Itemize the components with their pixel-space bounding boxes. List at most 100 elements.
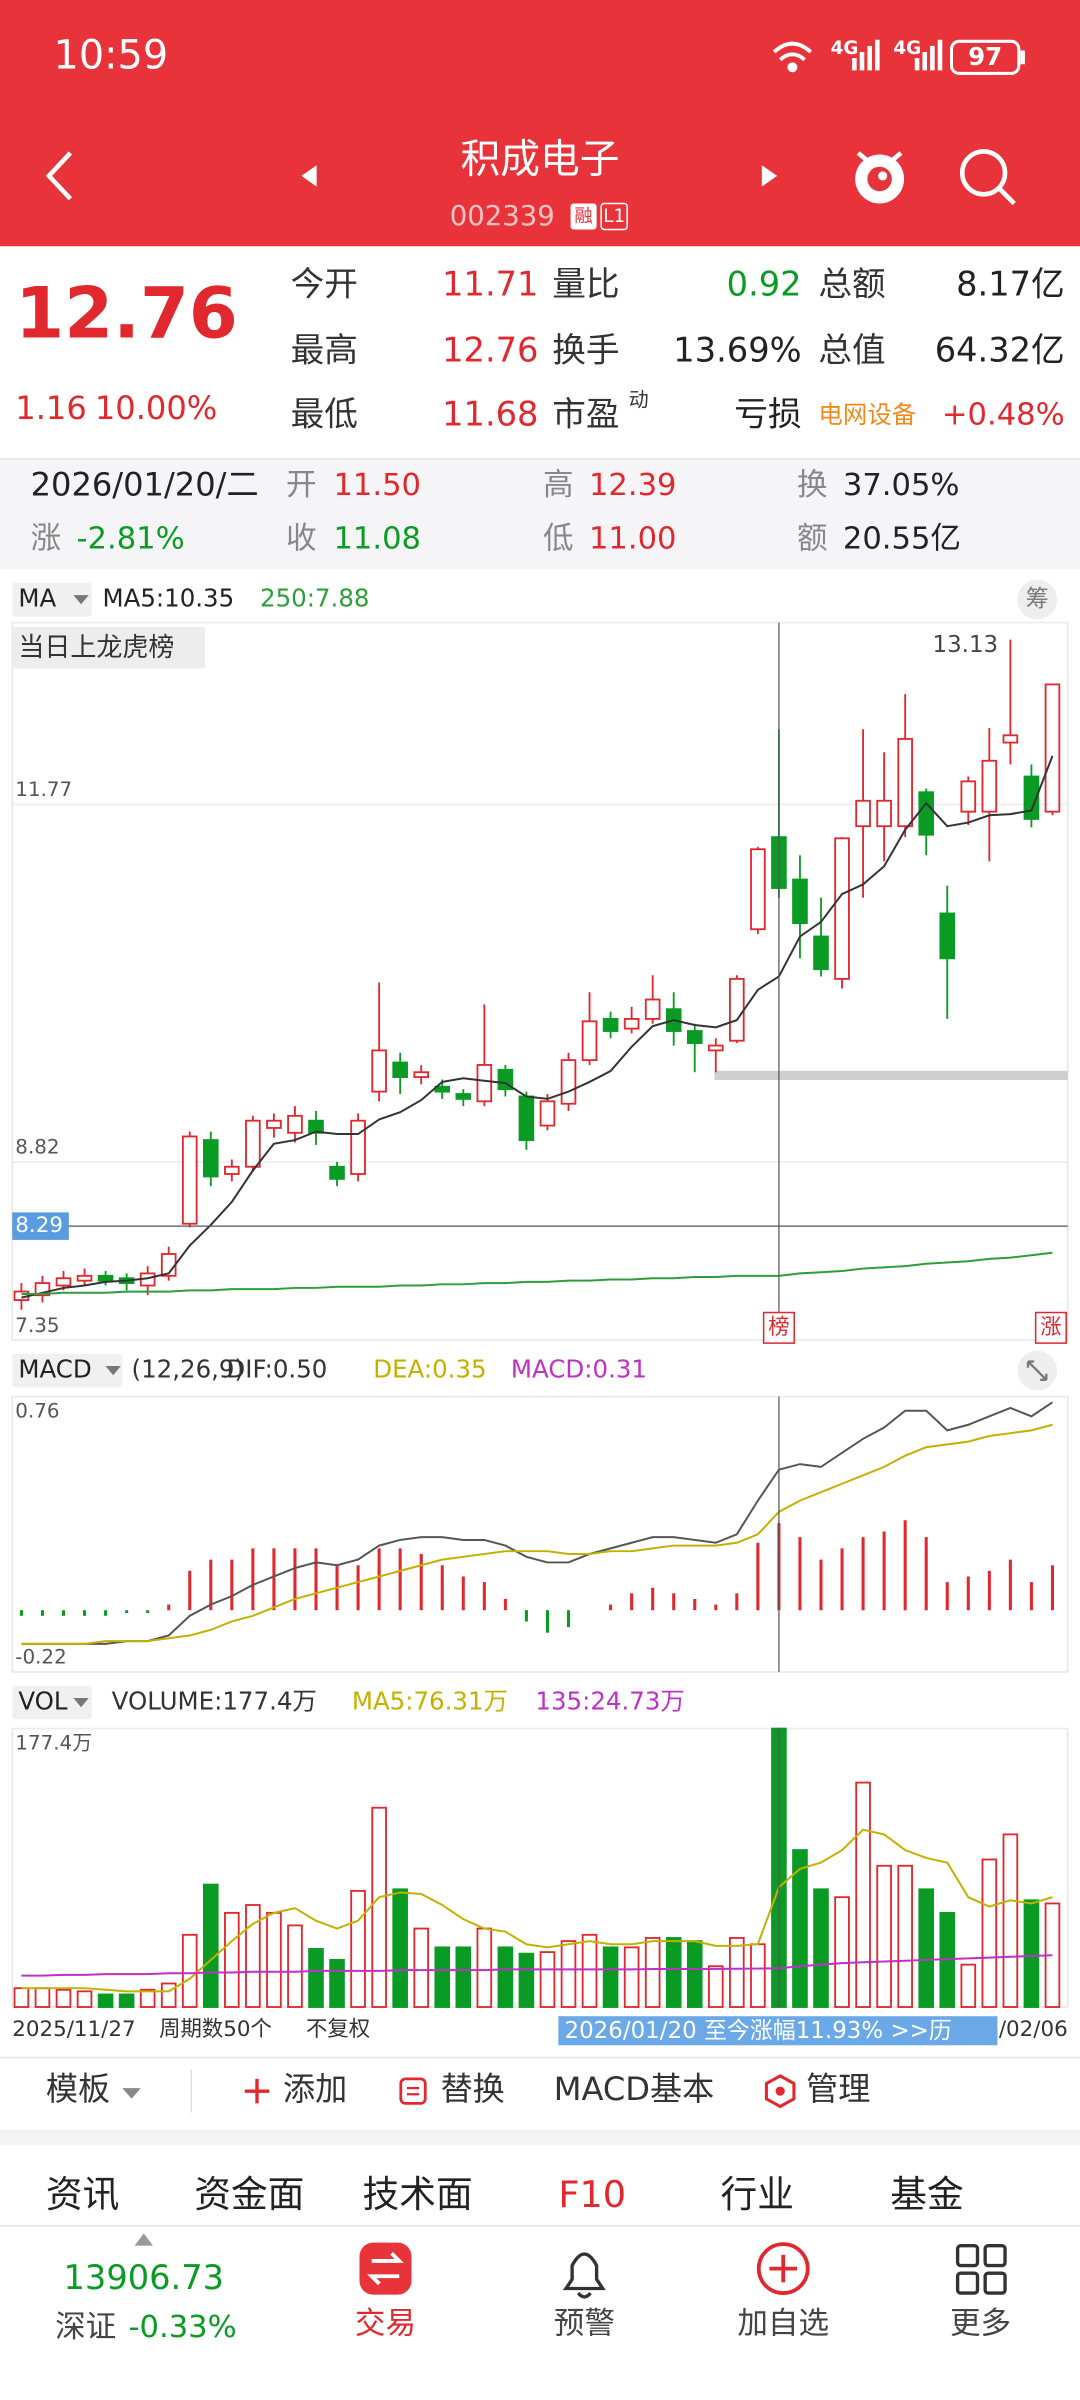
legend-entry: 135:24.73万 <box>535 1687 684 1716</box>
field-value: 64.32亿 <box>935 330 1065 369</box>
tab[interactable]: 资讯 <box>46 2173 119 2216</box>
more-icon[interactable] <box>955 2243 1007 2295</box>
nav-item[interactable]: 更多 <box>950 2307 1011 2342</box>
candle-body <box>350 1119 366 1175</box>
candle-body <box>792 878 808 925</box>
robot-icon[interactable] <box>855 151 905 204</box>
tab[interactable]: 技术面 <box>363 2173 473 2216</box>
candle-body <box>476 1064 493 1103</box>
stock-name: 积成电子 <box>460 137 619 183</box>
clock: 10:59 <box>54 33 169 79</box>
nav-item[interactable]: 交易 <box>355 2307 416 2342</box>
candle-body <box>602 1017 619 1032</box>
network-type: 4G <box>893 38 921 59</box>
field-label: 市盈 <box>552 395 619 434</box>
indicator-line <box>21 1423 1053 1645</box>
candle-body <box>855 799 871 828</box>
nav-item[interactable]: 加自选 <box>737 2307 829 2342</box>
candle-body <box>623 1017 640 1030</box>
volume-bar <box>434 1946 451 2008</box>
volume-bar <box>13 1987 30 2008</box>
search-button[interactable] <box>959 149 1016 206</box>
toolbar-button[interactable]: 添加 <box>283 2070 347 2108</box>
alert-icon[interactable] <box>562 2252 606 2299</box>
field-label: 最低 <box>291 395 358 434</box>
badge: 融 <box>574 206 592 227</box>
volume-bar <box>855 1781 871 2008</box>
volume-bar <box>539 1951 556 2008</box>
expand-icon <box>134 2233 153 2246</box>
indicator-selector[interactable] <box>12 1353 123 1388</box>
expand-icon <box>1026 1360 1048 1381</box>
candle-body <box>55 1277 72 1287</box>
indicator-selector[interactable] <box>12 582 92 617</box>
volume-bar <box>813 1888 829 2008</box>
candle-body <box>202 1139 219 1178</box>
info-label: 涨 <box>31 521 62 556</box>
start-date: 2025/11/27 <box>12 2017 135 2042</box>
indicator-name: MA <box>18 584 56 613</box>
crosshair-price: 8.29 <box>15 1213 63 1238</box>
candle-body <box>518 1095 535 1142</box>
toolbar-button[interactable]: 替换 <box>441 2070 505 2108</box>
index-name: 深证 <box>55 2310 116 2345</box>
range-note[interactable]: 2026/01/20 至今涨幅11.93% >>历 <box>564 2018 951 2044</box>
dropdown-icon <box>73 1698 89 1708</box>
volume-bar <box>55 1988 72 2008</box>
next-stock[interactable] <box>761 165 778 187</box>
tab[interactable]: 行业 <box>721 2173 794 2216</box>
y-tick-label: 0.76 <box>15 1399 59 1422</box>
toolbar-button[interactable]: 模板 <box>46 2070 110 2108</box>
tab[interactable]: F10 <box>558 2173 626 2216</box>
prev-stock[interactable] <box>301 165 317 187</box>
toolbar-button[interactable]: MACD基本 <box>554 2070 714 2108</box>
volume-bar <box>792 1849 808 2008</box>
tab[interactable]: 基金 <box>890 2173 963 2216</box>
crosshair-date: 2026/01/20/二 <box>31 465 259 503</box>
marker: 榜 <box>768 1315 789 1340</box>
candle-body <box>939 912 956 960</box>
candle-body <box>686 1030 703 1045</box>
back-button[interactable] <box>45 151 73 201</box>
volume-bar <box>245 1904 261 2008</box>
info-label: 换 <box>797 468 828 503</box>
indicator-name: MACD <box>18 1355 91 1384</box>
nav-item[interactable]: 预警 <box>554 2307 615 2342</box>
candle-body <box>707 1044 724 1052</box>
field-value: 8.17亿 <box>956 265 1065 304</box>
y-tick-label: -0.22 <box>15 1646 66 1669</box>
indicator-selector[interactable] <box>12 1685 92 1720</box>
candle-body <box>539 1100 556 1127</box>
indicator-name: VOL <box>18 1687 68 1716</box>
trade-icon-arrows <box>367 2251 404 2286</box>
tab[interactable]: 资金面 <box>194 2173 304 2216</box>
volume-bar <box>834 1896 850 2008</box>
manage-icon-dot <box>775 2086 785 2096</box>
info-value: 12.39 <box>589 468 677 503</box>
candle-body <box>981 759 998 813</box>
info-value: 11.00 <box>589 521 677 556</box>
chip-label: 筹 <box>1026 586 1049 612</box>
chip-button[interactable] <box>1017 579 1058 620</box>
range-note-bg[interactable] <box>558 2016 998 2046</box>
watchlist-icon[interactable] <box>756 2242 810 2295</box>
field-value: 13.69% <box>673 330 801 369</box>
dropdown-icon <box>122 2088 141 2099</box>
volume-bar <box>329 1959 345 2008</box>
y-tick-label: 8.82 <box>15 1136 59 1159</box>
volume-bar <box>560 1940 577 2008</box>
field-label: 总值 <box>818 330 885 369</box>
volume-bar <box>97 1993 114 2008</box>
volume-bar <box>350 1889 366 2008</box>
watchlist-plus <box>769 2254 797 2283</box>
candle-body <box>266 1119 282 1129</box>
toolbar-button[interactable]: 管理 <box>806 2070 870 2108</box>
candle-body <box>750 848 766 931</box>
volume-bar <box>665 1937 682 2008</box>
volume-bar <box>266 1911 282 2008</box>
dropdown-icon <box>73 595 89 605</box>
marker: 涨 <box>1040 1315 1061 1340</box>
trade-icon[interactable] <box>359 2242 412 2295</box>
